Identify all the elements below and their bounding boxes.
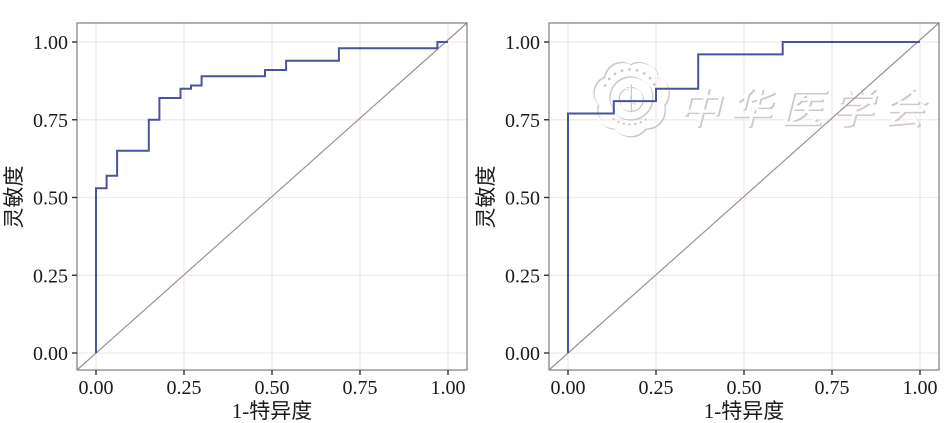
x-tick-label: 0.25 bbox=[167, 377, 202, 399]
y-tick-label: 0.50 bbox=[505, 188, 540, 210]
x-tick-label: 0.25 bbox=[639, 377, 674, 399]
y-tick-label: 0.75 bbox=[33, 110, 68, 132]
watermark-seal-dot bbox=[634, 122, 637, 126]
x-tick-label: 0.50 bbox=[255, 377, 290, 399]
diagonal-reference-line bbox=[548, 22, 940, 371]
watermark-seal-dot bbox=[648, 76, 652, 80]
watermark-text: 中华医学会 bbox=[678, 87, 933, 133]
x-tick-label: 1.00 bbox=[431, 377, 466, 399]
y-tick-label: 1.00 bbox=[33, 32, 68, 54]
watermark-seal-dot bbox=[607, 77, 611, 81]
watermark-seal-dot bbox=[613, 72, 617, 76]
watermark-seal-dot bbox=[644, 118, 647, 121]
watermark-seal-dot bbox=[628, 123, 631, 126]
watermark-seal-dot bbox=[642, 72, 646, 75]
x-axis-title-left: 1-特异度 bbox=[231, 399, 313, 423]
diagonal-reference-line bbox=[76, 22, 468, 371]
watermark-seal-dot bbox=[620, 69, 624, 73]
y-tick-label: 0.75 bbox=[505, 110, 540, 132]
watermark-seal-dot bbox=[622, 122, 625, 126]
watermark-seal-dot bbox=[603, 84, 607, 87]
watermark-seal-dot bbox=[653, 83, 656, 86]
x-tick-label: 0.75 bbox=[343, 377, 378, 399]
x-tick-label: 0.50 bbox=[727, 377, 762, 399]
y-tick-label: 0.25 bbox=[505, 265, 540, 287]
watermark-seal-dot bbox=[612, 117, 615, 121]
roc-curve bbox=[567, 41, 920, 353]
x-tick-label: 1.00 bbox=[903, 377, 938, 399]
watermark-seal-flower-icon bbox=[591, 59, 669, 137]
roc-curve bbox=[95, 41, 448, 353]
y-axis-title-right: 灵敏度 bbox=[474, 165, 498, 229]
x-tick-label: 0.00 bbox=[79, 377, 114, 399]
x-tick-label: 0.75 bbox=[815, 377, 850, 399]
x-tick-label: 0.00 bbox=[551, 377, 586, 399]
watermark-seal-ring-icon bbox=[607, 74, 653, 120]
watermark-seal-dot bbox=[635, 69, 639, 72]
watermark-seal-dot bbox=[617, 120, 620, 124]
y-tick-label: 0.00 bbox=[505, 343, 540, 365]
y-axis-title-left: 灵敏度 bbox=[2, 165, 26, 229]
watermark-text-shadow: 中华医学会 bbox=[680, 89, 935, 135]
x-axis-title-right: 1-特异度 bbox=[703, 399, 785, 423]
y-tick-label: 0.50 bbox=[33, 188, 68, 210]
y-tick-label: 0.25 bbox=[33, 265, 68, 287]
y-tick-label: 0.00 bbox=[33, 343, 68, 365]
watermark-seal-dot bbox=[639, 121, 642, 124]
watermark-seal-dot bbox=[628, 68, 631, 71]
watermark-seal-globe-icon bbox=[617, 85, 643, 111]
y-tick-label: 1.00 bbox=[505, 32, 540, 54]
roc-panel-left: 0.00 0.25 0.50 0.75 1.00 0.00 0.25 0.50 0.75 1.00 bbox=[33, 22, 468, 399]
